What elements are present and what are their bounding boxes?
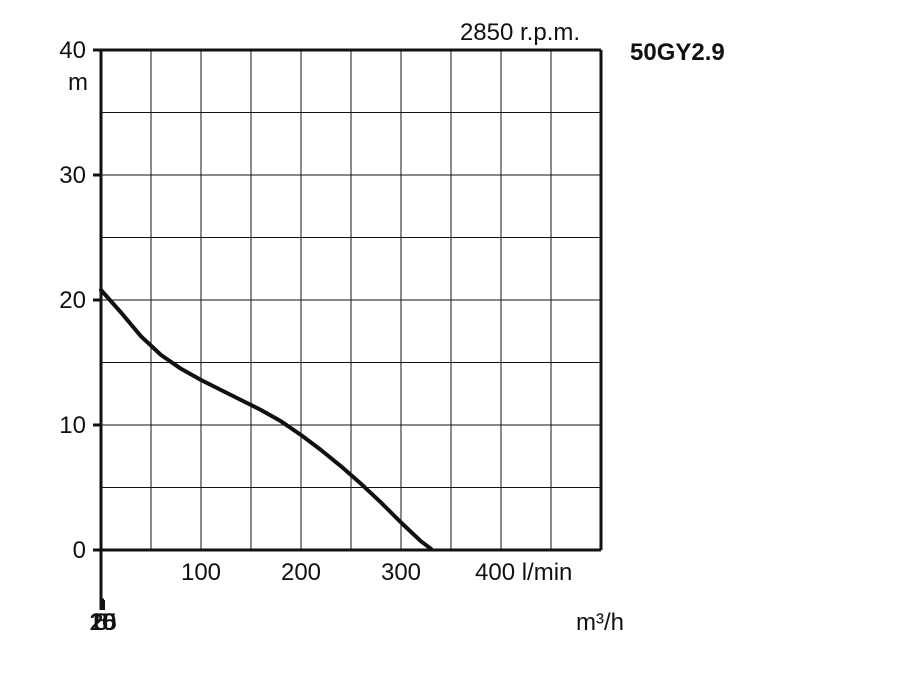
x-lpm-tick-label: 200 — [281, 559, 321, 586]
x-m3h-tick-label: 15 — [89, 609, 116, 636]
model-label: 50GY2.9 — [630, 39, 725, 66]
x-m3h-unit-label: m³/h — [576, 609, 624, 636]
y-unit-label: m — [68, 69, 88, 96]
x-lpm-tick-label: 300 — [381, 559, 421, 586]
x-m3h-tick-label: 5 — [95, 609, 108, 636]
y-tick-label: 0 — [73, 537, 86, 564]
y-tick-label: 10 — [59, 412, 86, 439]
series-group — [99, 288, 433, 551]
x-m3h-tick-label: 25 — [90, 609, 117, 636]
series-line — [99, 288, 433, 551]
x-lpm-tick-label: 400 l/min — [475, 559, 572, 586]
x-lpm-tick-label: 100 — [181, 559, 221, 586]
speed-label: 2850 r.p.m. — [460, 19, 580, 46]
x-m3h-tick-label: 20 — [90, 609, 117, 636]
x-m3h-tick-label: 0 — [94, 609, 107, 636]
y-tick-label: 40 — [59, 37, 86, 64]
plot-frame — [93, 48, 603, 610]
y-tick-label: 30 — [59, 162, 86, 189]
grid-lines — [101, 50, 601, 550]
x-m3h-tick-label: 10 — [89, 609, 116, 636]
y-tick-label: 20 — [59, 287, 86, 314]
